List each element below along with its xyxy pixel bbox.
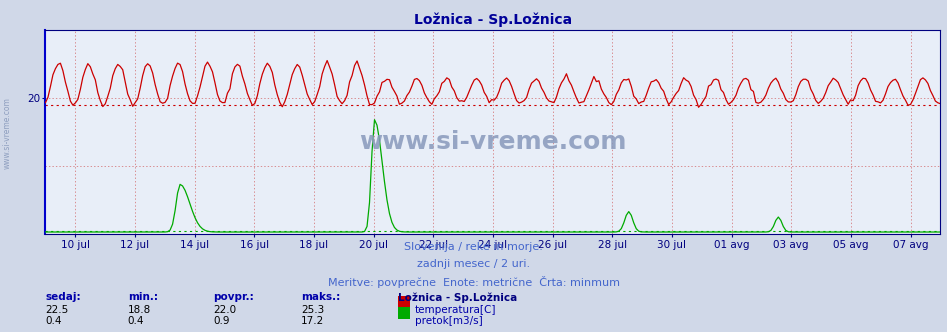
- Text: 18.8: 18.8: [128, 305, 152, 315]
- Text: 22.0: 22.0: [213, 305, 236, 315]
- Text: 0.4: 0.4: [128, 316, 144, 326]
- Text: temperatura[C]: temperatura[C]: [415, 305, 496, 315]
- Text: 22.5: 22.5: [45, 305, 69, 315]
- Text: min.:: min.:: [128, 292, 158, 302]
- Text: zadnji mesec / 2 uri.: zadnji mesec / 2 uri.: [417, 259, 530, 269]
- Text: sedaj:: sedaj:: [45, 292, 81, 302]
- Text: Ložnica - Sp.Ložnica: Ložnica - Sp.Ložnica: [398, 292, 517, 303]
- Text: 0.9: 0.9: [213, 316, 229, 326]
- Text: pretok[m3/s]: pretok[m3/s]: [415, 316, 483, 326]
- Text: maks.:: maks.:: [301, 292, 340, 302]
- Text: 17.2: 17.2: [301, 316, 325, 326]
- Text: 25.3: 25.3: [301, 305, 325, 315]
- Title: Ložnica - Sp.Ložnica: Ložnica - Sp.Ložnica: [414, 13, 572, 27]
- Text: povpr.:: povpr.:: [213, 292, 254, 302]
- Text: Slovenija / reke in morje.: Slovenija / reke in morje.: [404, 242, 543, 252]
- Text: www.si-vreme.com: www.si-vreme.com: [359, 130, 627, 154]
- Text: www.si-vreme.com: www.si-vreme.com: [3, 97, 12, 169]
- Text: 0.4: 0.4: [45, 316, 62, 326]
- Text: Meritve: povprečne  Enote: metrične  Črta: minmum: Meritve: povprečne Enote: metrične Črta:…: [328, 276, 619, 288]
